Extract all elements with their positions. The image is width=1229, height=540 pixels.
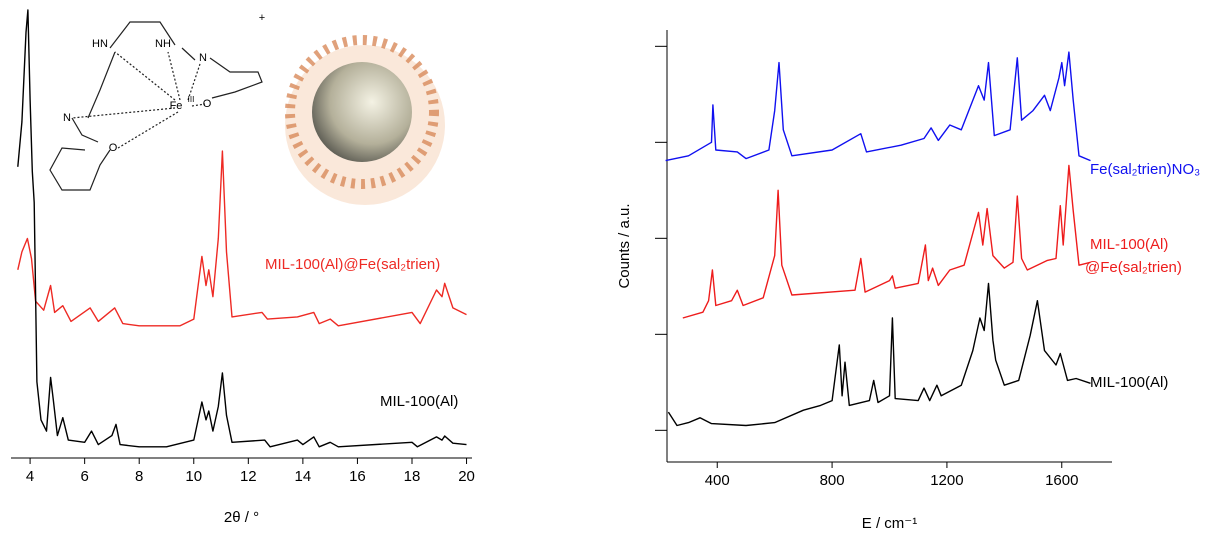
x-tick-label: 10 [185,468,202,485]
x-tick-label: 800 [820,472,845,489]
x-tick-label: 4 [26,468,34,485]
structure-label: III [188,95,195,104]
structure-label: NH [155,38,171,50]
structure-label: N [199,52,207,64]
x-tick-label: 1200 [930,472,963,489]
structure-label: O [109,142,118,154]
structure-label: HN [92,38,108,50]
x-axis-label: 2θ / ° [224,509,259,526]
x-axis-label: E / cm⁻¹ [862,515,917,532]
spectrum-line [665,51,1091,162]
spectrum-line [17,150,467,327]
series-label-line2: @Fe(sal₂trien) [1085,259,1182,276]
x-tick-label: 14 [295,468,312,485]
x-tick-label: 20 [458,468,475,485]
x-tick-label: 16 [349,468,366,485]
series-label: MIL-100(Al) [1090,236,1168,253]
structure-label: Fe [170,100,183,112]
y-axis-label: Counts / a.u. [616,203,633,288]
x-tick-label: 400 [705,472,730,489]
x-tick-label: 8 [135,468,143,485]
x-tick-label: 1600 [1045,472,1078,489]
series-label: Fe(sal₂trien)NO₃ [1090,161,1200,178]
structure-label: + [259,12,265,24]
x-tick-label: 12 [240,468,257,485]
series-label: MIL-100(Al) [380,393,458,410]
series-label: MIL-100(Al)@Fe(sal₂trien) [265,256,440,273]
spectrum-line [17,9,467,448]
mof-sphere [285,35,445,205]
series-label: MIL-100(Al) [1090,374,1168,391]
structure-label: N [63,112,71,124]
spectrum-line [682,164,1091,319]
x-tick-label: 6 [80,468,88,485]
structure-label: O [203,98,212,110]
x-tick-label: 18 [404,468,421,485]
molecule-structure [49,21,263,191]
spectrum-line [667,282,1091,427]
